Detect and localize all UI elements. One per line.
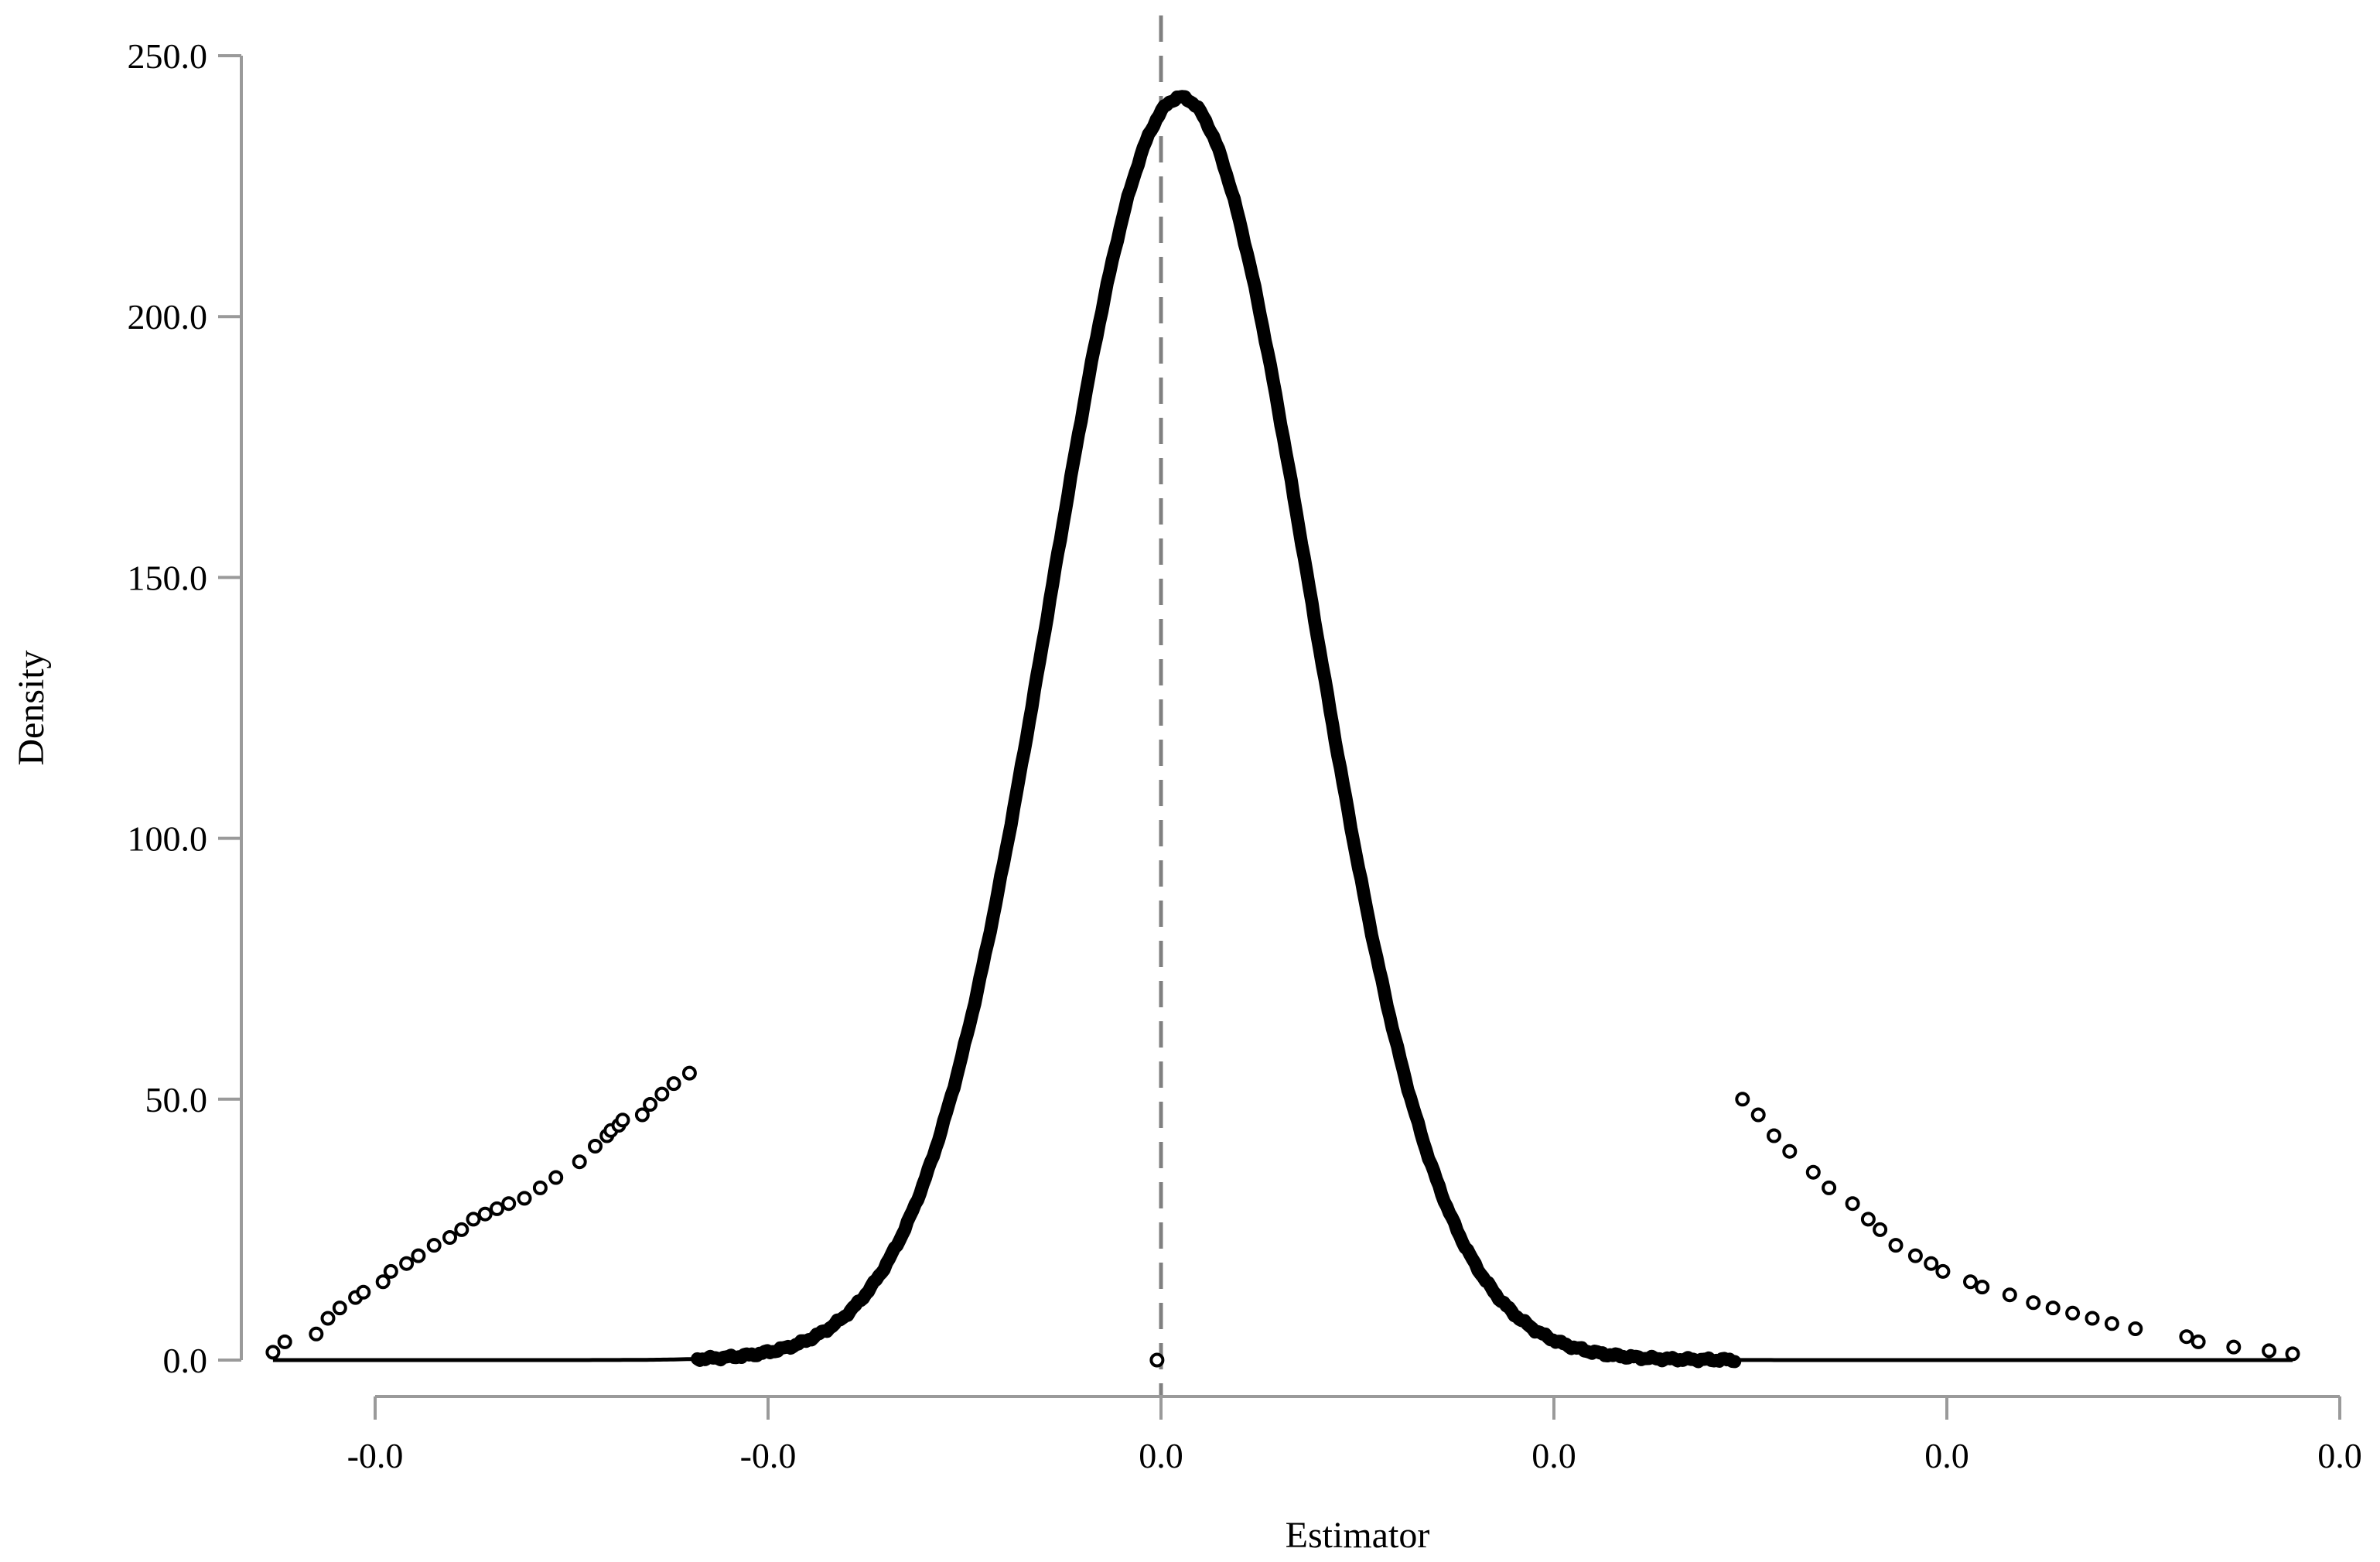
data-point	[320, 1311, 336, 1326]
data-point	[1860, 1212, 1876, 1227]
data-point	[309, 1326, 324, 1342]
data-point	[477, 1206, 493, 1222]
data-point	[375, 1274, 391, 1290]
data-point	[2262, 1343, 2277, 1359]
x-axis-title: Estimator	[1286, 1515, 1430, 1556]
data-point	[1935, 1263, 1951, 1279]
data-point	[1750, 1107, 1766, 1123]
data-point	[634, 1107, 650, 1123]
data-point	[1805, 1164, 1821, 1180]
plot-area	[265, 15, 2300, 1396]
data-point	[1845, 1196, 1860, 1212]
data-point	[2190, 1334, 2206, 1349]
data-point	[332, 1301, 347, 1316]
data-point	[411, 1248, 426, 1263]
x-tick-label: -0.0	[740, 1436, 797, 1475]
data-point	[517, 1191, 532, 1206]
data-point	[466, 1212, 481, 1227]
data-point	[654, 1086, 670, 1102]
empirical-density-band	[691, 90, 1742, 1369]
data-point	[501, 1196, 517, 1212]
y-axis-title: Density	[11, 650, 52, 765]
data-point	[356, 1284, 371, 1300]
data-point	[277, 1334, 292, 1349]
y-tick-label: 100.0	[128, 819, 208, 859]
data-point	[2285, 1346, 2300, 1362]
data-point	[1767, 1128, 1781, 1143]
data-point	[1822, 1180, 1837, 1195]
data-point	[399, 1256, 415, 1271]
data-point	[2104, 1316, 2119, 1331]
data-point	[681, 1065, 697, 1081]
data-point	[2045, 1301, 2061, 1316]
y-tick-label: 0.0	[163, 1341, 208, 1380]
data-point	[643, 1097, 658, 1112]
y-tick-label: 50.0	[145, 1080, 208, 1119]
data-point	[442, 1230, 457, 1245]
data-point	[2026, 1295, 2041, 1311]
fitted-density-curve	[272, 95, 2293, 1362]
data-point	[2002, 1287, 2017, 1303]
data-point	[2226, 1339, 2242, 1355]
data-point	[548, 1170, 564, 1185]
data-point	[572, 1154, 587, 1170]
data-point	[1149, 1352, 1165, 1368]
data-point	[1735, 1092, 1750, 1107]
x-tick-label: 0.0	[1924, 1436, 1969, 1475]
x-tick-label: -0.0	[347, 1436, 404, 1475]
x-tick-label: 0.0	[1531, 1436, 1576, 1475]
data-point	[1975, 1280, 1990, 1295]
data-point	[2085, 1311, 2100, 1326]
data-point	[1873, 1222, 1888, 1237]
data-point	[1888, 1238, 1904, 1253]
data-point	[454, 1222, 470, 1237]
y-tick-label: 250.0	[128, 36, 208, 76]
data-point	[1907, 1248, 1923, 1263]
data-point	[532, 1180, 548, 1195]
data-point	[490, 1201, 504, 1216]
y-tick-label: 150.0	[128, 558, 208, 597]
data-point	[615, 1113, 630, 1128]
data-point	[666, 1076, 681, 1092]
data-point	[383, 1263, 398, 1279]
x-tick-label: 0.0	[1139, 1436, 1183, 1475]
y-tick-label: 200.0	[128, 297, 208, 337]
data-point	[1924, 1256, 1939, 1271]
x-tick-label: 0.0	[2317, 1436, 2362, 1475]
data-point	[1963, 1274, 1978, 1290]
data-point	[1782, 1143, 1798, 1159]
data-point	[588, 1139, 603, 1154]
axes: 0.0 50.0 100.0 150.0 200.0 250.0 -0.0 -0.0 0.0 0.…	[128, 36, 2362, 1475]
data-point	[2065, 1305, 2081, 1321]
data-point	[2179, 1329, 2194, 1345]
data-point	[265, 1345, 281, 1360]
data-point	[2128, 1321, 2143, 1336]
data-point	[426, 1238, 442, 1253]
